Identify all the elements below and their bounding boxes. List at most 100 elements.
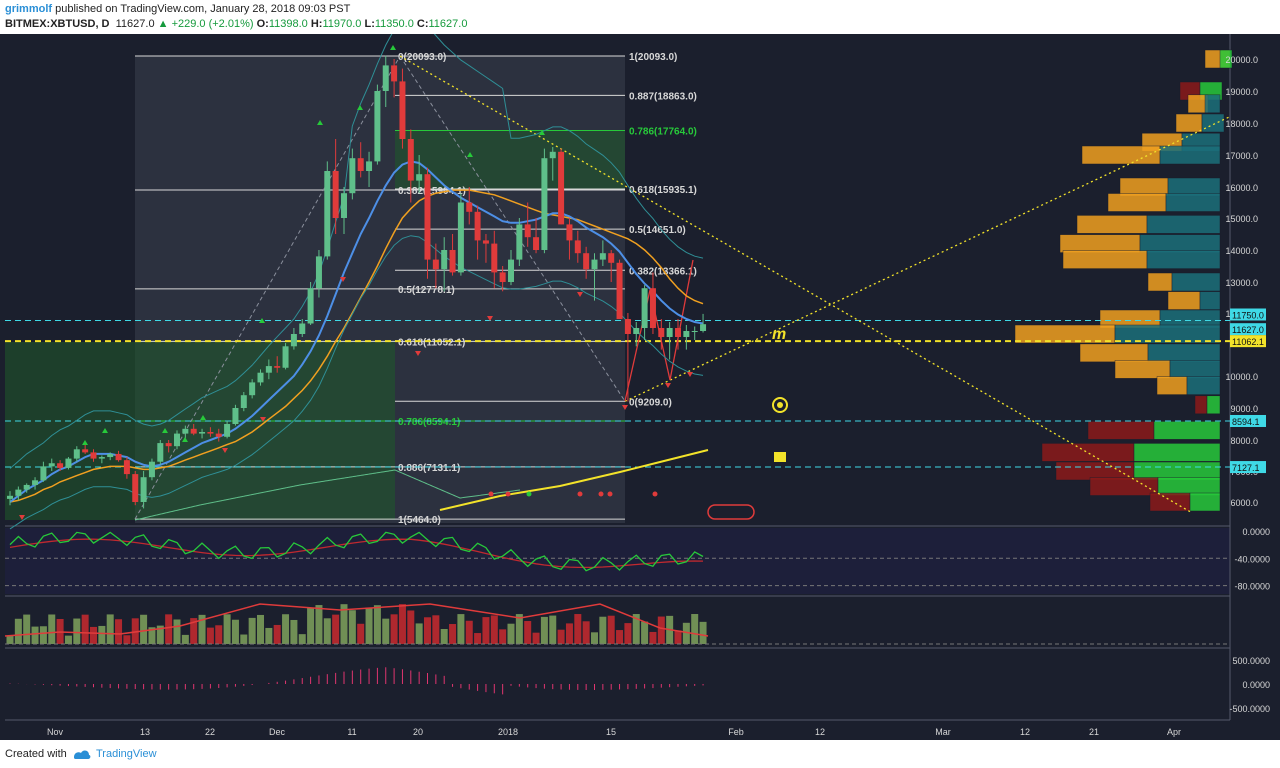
volume-bar xyxy=(691,614,699,644)
tradingview-logo-icon[interactable] xyxy=(72,747,92,761)
candle-body xyxy=(382,65,389,91)
fib-level-label: 0(9209.0) xyxy=(629,397,672,408)
price-chart[interactable]: 1(20093.0) 0.887(18863.0) 0.786(17764.0) 0.… xyxy=(0,16,1280,740)
histogram-axis-tick: 500.0000 xyxy=(1232,656,1270,666)
fib-level-label: 0.887(18863.0) xyxy=(629,91,697,102)
volume-bar xyxy=(624,623,632,644)
volume-bar xyxy=(190,618,198,644)
bullish-marker xyxy=(390,45,396,50)
volume-bar xyxy=(248,617,256,644)
volume-bar xyxy=(140,614,148,644)
price-axis-tick: 6000.0 xyxy=(1230,498,1258,508)
candle-body xyxy=(299,323,306,334)
candle-body xyxy=(257,372,264,383)
price-axis-tick: 17000.0 xyxy=(1225,151,1258,161)
candle-body xyxy=(599,253,606,260)
candle-body xyxy=(307,288,314,324)
profile-bar-buy xyxy=(1165,193,1221,212)
volume-bar xyxy=(315,605,323,644)
candle-body xyxy=(633,328,640,334)
volume-profile xyxy=(1014,49,1233,512)
fib-level-label: 0.618(11052.1) xyxy=(398,337,465,348)
bullish-marker xyxy=(259,318,265,323)
candle-body xyxy=(624,319,631,334)
price-axis-tick: 10000.0 xyxy=(1225,372,1258,382)
candle-body xyxy=(574,240,581,254)
fib-diagonal xyxy=(399,55,626,402)
profile-bar-buy xyxy=(1171,272,1221,292)
profile-bar-buy xyxy=(1159,145,1221,165)
chart-area[interactable]: 1(20093.0) 0.887(18863.0) 0.786(17764.0) 0.… xyxy=(0,16,1280,740)
candle-body xyxy=(407,139,414,181)
time-axis-tick: 12 xyxy=(1020,727,1030,737)
volume-bar xyxy=(398,604,406,644)
volume-bar xyxy=(424,617,431,644)
profile-bar-buy xyxy=(1139,234,1221,253)
open-label: O: xyxy=(256,18,269,30)
profile-bar-buy xyxy=(1206,395,1221,415)
candle-body xyxy=(148,461,155,478)
volume-bar xyxy=(482,617,490,644)
profile-bar-sell xyxy=(1081,145,1161,165)
price-axis-tick: 16000.0 xyxy=(1225,183,1258,193)
volume-bar xyxy=(599,616,607,644)
volume-bar xyxy=(632,614,640,644)
bullish-marker xyxy=(182,437,188,442)
volume-bar xyxy=(565,623,573,644)
oscillator-main-line xyxy=(9,531,704,572)
close-label: C: xyxy=(416,18,429,30)
chart-header: grimmolf published on TradingView.com, J… xyxy=(0,0,1280,34)
candle-body xyxy=(616,262,623,319)
price-tag-label: 7127.1 xyxy=(1232,463,1260,473)
candle-body xyxy=(449,250,456,273)
candle-body xyxy=(349,158,356,194)
candle-body xyxy=(491,243,498,273)
time-axis-tick: 11 xyxy=(347,727,356,737)
profile-bar-sell xyxy=(1107,193,1167,212)
candle-body xyxy=(700,324,707,331)
fib-zone-green-top xyxy=(395,130,625,190)
dashed-levels xyxy=(5,320,1230,468)
bullish-marker xyxy=(357,105,363,110)
price-tag-label: 11750.0 xyxy=(1232,311,1264,321)
volume-bar xyxy=(323,618,331,644)
created-with-label: Created with xyxy=(5,748,67,760)
volume-bar xyxy=(90,626,97,644)
candle-body xyxy=(290,334,297,347)
volume-bar xyxy=(206,627,214,644)
candle-body xyxy=(224,424,231,437)
bearish-marker xyxy=(577,292,583,297)
fib-level-label: 0.5(12778.1) xyxy=(398,285,455,296)
volume-bar xyxy=(549,615,557,644)
volume-bar xyxy=(465,620,473,644)
time-axis-tick: Apr xyxy=(1167,727,1181,737)
price-tag-label: 8594.1 xyxy=(1232,417,1260,427)
signal-dot xyxy=(577,491,583,497)
candle-body xyxy=(457,202,464,273)
candle-body xyxy=(123,460,130,475)
volume-bar xyxy=(332,614,340,644)
drawing-icons: m xyxy=(707,326,788,520)
volume-bar xyxy=(123,635,131,644)
time-axis-tick: Mar xyxy=(935,727,951,737)
time-axis[interactable]: Nov 13 22 Dec 11 20 2018 15 Feb 12 Mar 12 21 Apr xyxy=(47,727,1181,737)
volume-bar xyxy=(81,614,89,644)
time-axis-tick: 12 xyxy=(815,727,825,737)
candle-body xyxy=(399,81,406,139)
candle-body xyxy=(174,433,180,447)
oscillator-axis-tick: -80.0000 xyxy=(1234,582,1270,592)
price-axis-tick: 20000.0 xyxy=(1225,55,1258,65)
volume-bar xyxy=(223,614,231,644)
author-name[interactable]: grimmolf xyxy=(5,3,53,15)
candle-body xyxy=(675,328,681,337)
bearish-marker xyxy=(19,515,25,520)
volume-bar xyxy=(699,621,707,644)
volume-bar xyxy=(6,636,14,644)
profile-bar-sell xyxy=(1194,395,1208,415)
candle-body xyxy=(583,253,590,270)
histogram-pane xyxy=(5,650,1230,718)
tradingview-brand[interactable]: TradingView xyxy=(96,748,157,760)
candle-body xyxy=(82,449,89,453)
price-axis[interactable]: 20000.0 19000.0 18000.0 17000.0 16000.0 15000… xyxy=(1225,55,1258,508)
candle-body xyxy=(73,449,80,459)
